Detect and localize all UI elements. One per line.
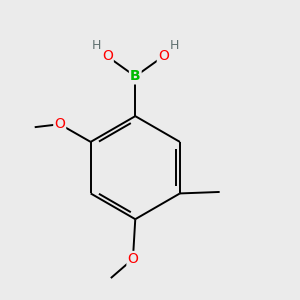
Text: O: O <box>102 50 113 63</box>
Text: O: O <box>54 117 65 131</box>
Text: B: B <box>130 69 141 83</box>
Text: H: H <box>92 39 101 52</box>
Text: H: H <box>170 39 179 52</box>
Text: O: O <box>128 252 138 266</box>
Text: O: O <box>158 50 169 63</box>
